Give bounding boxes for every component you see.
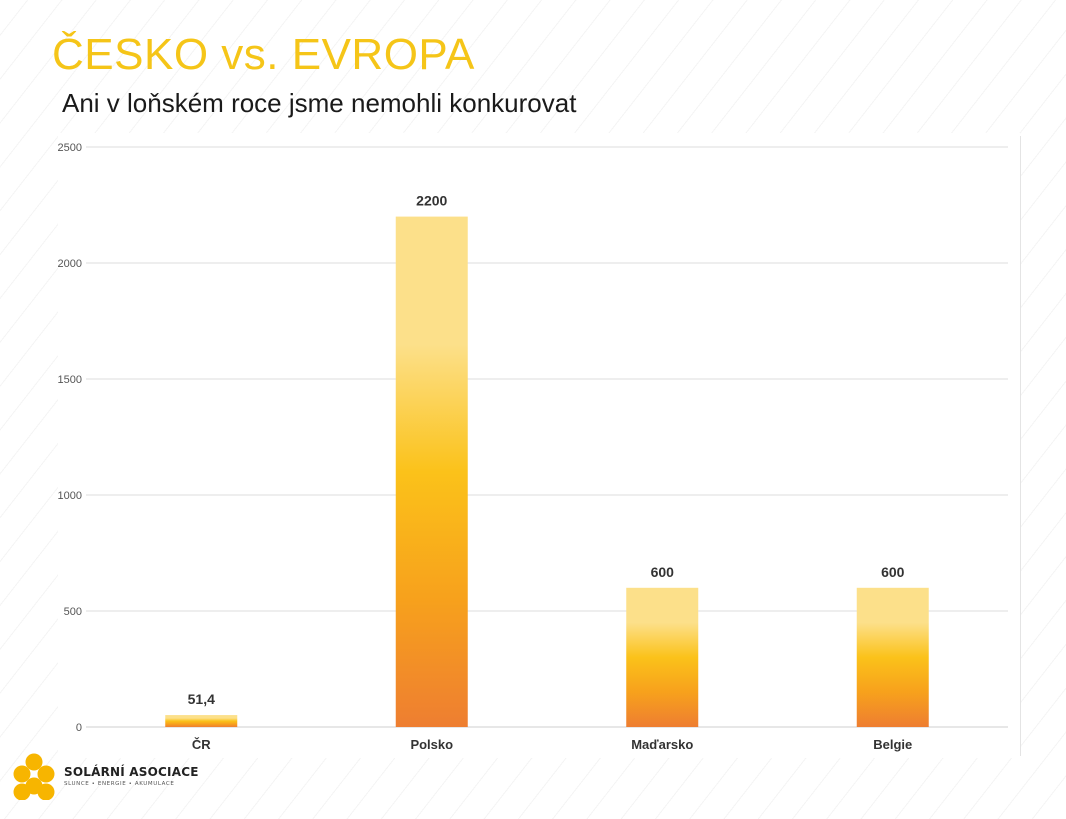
logo-dot: [14, 766, 31, 783]
x-category-label: Polsko: [410, 737, 453, 752]
logo-dot: [38, 766, 55, 783]
bar: [626, 588, 698, 727]
bar-chart: 0 500 1000 1500 2000 2500 51,4 2200 600 600 ČR Po…: [58, 133, 1020, 758]
data-labels: 51,4 2200 600 600: [188, 193, 905, 707]
bar: [396, 217, 468, 727]
bars: [165, 217, 929, 727]
solar-association-logo: SOLÁRNÍ ASOCIACE SLUNCE • ENERGIE • AKUM…: [10, 752, 199, 800]
logo-tagline: SLUNCE • ENERGIE • AKUMULACE: [64, 781, 199, 787]
x-axis-categories: ČR Polsko Maďarsko Belgie: [192, 737, 912, 752]
bar-value-label: 51,4: [188, 691, 215, 707]
y-tick-label: 0: [76, 722, 82, 734]
bar-value-label: 600: [881, 564, 905, 580]
x-category-label: ČR: [192, 737, 211, 752]
logo-dot: [14, 784, 31, 801]
y-tick-label: 1000: [58, 490, 82, 502]
x-category-label: Maďarsko: [631, 737, 693, 752]
bar-value-label: 2200: [416, 193, 447, 209]
y-tick-label: 2000: [58, 258, 82, 270]
y-tick-label: 1500: [58, 374, 82, 386]
panel-edge: [1020, 136, 1021, 756]
bar-value-label: 600: [651, 564, 675, 580]
logo-dot: [38, 784, 55, 801]
logo-name: SOLÁRNÍ ASOCIACE: [64, 765, 199, 779]
logo-dot: [26, 754, 43, 771]
slide-subtitle: Ani v loňském roce jsme nemohli konkurov…: [62, 88, 576, 119]
y-axis-ticks: 0 500 1000 1500 2000 2500: [58, 142, 82, 734]
bar: [857, 588, 929, 727]
slide-title: ČESKO vs. EVROPA: [52, 30, 475, 80]
y-tick-label: 2500: [58, 142, 82, 154]
y-tick-label: 500: [64, 606, 82, 618]
bar: [165, 715, 237, 727]
logo-icon: [10, 752, 58, 800]
x-category-label: Belgie: [873, 737, 912, 752]
chart-panel: 0 500 1000 1500 2000 2500 51,4 2200 600 600 ČR Po…: [58, 133, 1020, 758]
